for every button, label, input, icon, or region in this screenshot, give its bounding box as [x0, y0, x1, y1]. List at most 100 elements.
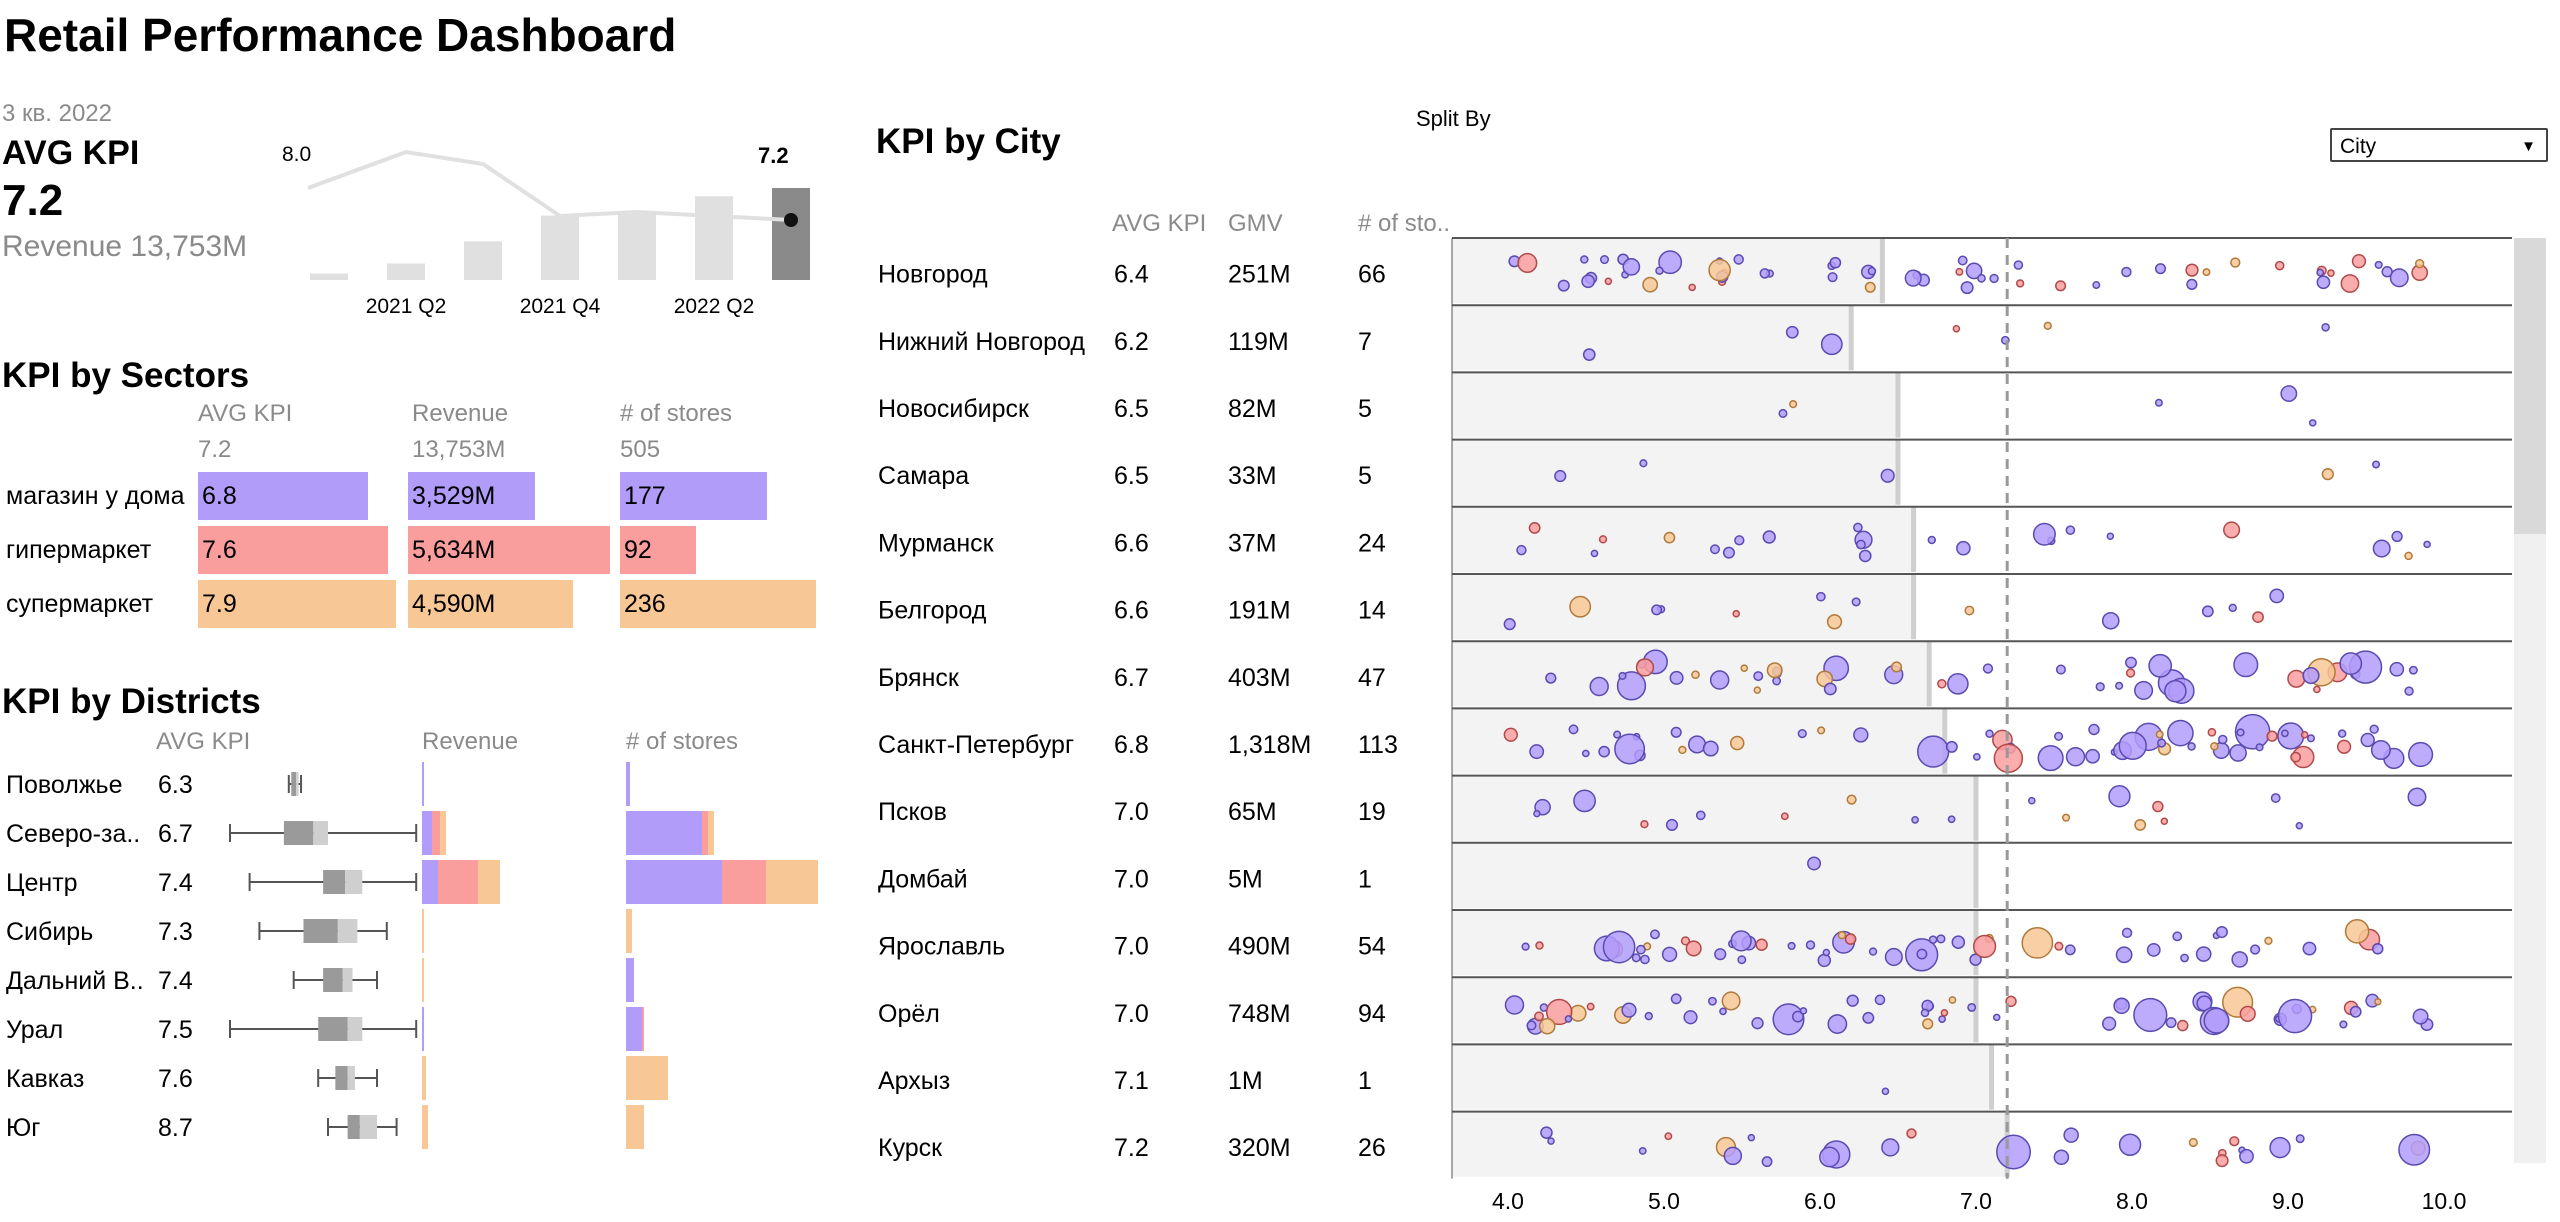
- city-store-point: [1709, 544, 1720, 555]
- city-store-point: [2374, 997, 2382, 1006]
- city-store-point: [2095, 682, 2105, 692]
- city-store-point: [2157, 738, 2167, 748]
- city-store-point: [2210, 741, 2219, 751]
- city-store-point: [1916, 948, 1928, 960]
- city-store-point: [1940, 1008, 1949, 1017]
- district-box-upper: [347, 1066, 355, 1090]
- city-stores: 5: [1358, 395, 1372, 423]
- city-store-point: [2154, 263, 2167, 275]
- trend-bar: [618, 211, 656, 280]
- city-store-point: [2408, 665, 2418, 675]
- sector-bar-label: 5,634M: [412, 536, 496, 564]
- city-store-point: [2207, 727, 2217, 737]
- city-gmv: 119M: [1228, 328, 1289, 356]
- district-box-upper: [296, 772, 299, 796]
- city-store-point: [1569, 595, 1592, 618]
- city-store-point: [1927, 535, 1937, 545]
- kpi-trend-end-dot: [784, 213, 798, 227]
- trend-bar: [695, 196, 733, 280]
- city-store-point: [1972, 934, 1997, 959]
- city-store-point: [2148, 653, 2173, 678]
- trend-bar: [772, 188, 810, 280]
- district-kpi: 7.5: [158, 1016, 193, 1044]
- sectors-total-stores: 505: [620, 436, 661, 463]
- city-store-point: [2188, 1137, 2198, 1148]
- city-store-point: [2300, 731, 2309, 739]
- city-store-point: [1733, 254, 1744, 265]
- city-store-point: [1707, 996, 1717, 1006]
- trend-tick-label: 2021 Q4: [520, 295, 601, 318]
- district-stores-segment: [722, 860, 766, 904]
- city-store-point: [1837, 930, 1847, 940]
- city-store-point: [2113, 997, 2130, 1015]
- city-store-point: [1947, 815, 1956, 824]
- city-x-tick-label: 10.0: [2422, 1188, 2467, 1214]
- city-kpi: 7.0: [1114, 933, 1149, 961]
- city-store-point: [1890, 661, 1903, 673]
- city-store-point: [1965, 262, 1983, 280]
- district-stores-segment: [766, 860, 818, 904]
- chevron-down-icon: ▼: [2521, 138, 2536, 155]
- city-store-point: [1538, 1017, 1556, 1035]
- city-store-point: [1855, 539, 1866, 550]
- city-store-point: [2223, 521, 2241, 539]
- sector-revenue-bar: [408, 526, 610, 574]
- city-store-point: [1688, 283, 1697, 292]
- city-store-point: [1951, 935, 1966, 949]
- city-kpi: 7.0: [1114, 865, 1149, 893]
- city-gmv: 748M: [1228, 1000, 1291, 1028]
- city-store-point: [1683, 1010, 1698, 1025]
- city-store-point: [1649, 929, 1660, 940]
- city-store-point: [2231, 951, 2249, 968]
- city-store-point: [2043, 321, 2052, 330]
- city-store-point: [2172, 931, 2183, 942]
- city-store-point: [2239, 1148, 2254, 1164]
- district-name: Кавказ: [6, 1065, 84, 1093]
- city-store-point: [2106, 532, 2115, 541]
- district-stores-segment: [626, 811, 702, 855]
- city-store-point: [1622, 258, 1641, 276]
- district-kpi: 6.3: [158, 771, 193, 799]
- city-store-point: [1928, 935, 1938, 944]
- sector-name: супермаркет: [6, 590, 154, 618]
- city-store-point: [1785, 325, 1799, 339]
- city-stores: 113: [1358, 731, 1398, 759]
- city-store-point: [1969, 953, 1982, 966]
- city-kpi-band: [1452, 1044, 1992, 1110]
- city-gmv: 251M: [1228, 261, 1291, 289]
- city-store-point: [2092, 281, 2101, 290]
- city-store-point: [1651, 604, 1663, 616]
- city-store-point: [2407, 741, 2434, 768]
- city-store-point: [1817, 953, 1832, 968]
- city-store-point: [1642, 276, 1659, 293]
- city-store-point: [2061, 813, 2071, 822]
- city-store-point: [2215, 1154, 2229, 1168]
- city-gmv: 320M: [1228, 1134, 1291, 1162]
- city-store-point: [1817, 726, 1826, 735]
- city-store-point: [2054, 731, 2064, 741]
- sectors-total-kpi: 7.2: [198, 436, 232, 463]
- districts-header-stores: # of stores: [626, 728, 739, 755]
- city-kpi-band: [1452, 910, 1976, 976]
- city-store-point: [1911, 816, 1919, 824]
- district-stores-segment: [708, 811, 714, 855]
- city-name: Мурманск: [878, 529, 995, 557]
- city-store-point: [2270, 793, 2281, 803]
- split-by-select[interactable]: City ▼: [2330, 128, 2548, 162]
- city-store-point: [1638, 1146, 1647, 1155]
- city-store-point: [2374, 260, 2383, 269]
- city-store-point: [1922, 1018, 1934, 1030]
- city-name: Брянск: [878, 664, 960, 692]
- district-box-upper: [345, 870, 363, 894]
- city-store-point: [1621, 1002, 1637, 1018]
- city-store-point: [2398, 1133, 2431, 1166]
- district-box-upper: [342, 968, 353, 992]
- district-name: Урал: [6, 1016, 63, 1044]
- city-store-point: [1862, 1011, 1875, 1024]
- city-store-point: [1867, 266, 1877, 276]
- city-store-point: [1644, 1011, 1653, 1021]
- city-scrollbar-thumb[interactable]: [2514, 238, 2546, 534]
- city-store-point: [2217, 734, 2228, 745]
- city-store-point: [1581, 274, 1596, 289]
- page-title: Retail Performance Dashboard: [4, 9, 677, 61]
